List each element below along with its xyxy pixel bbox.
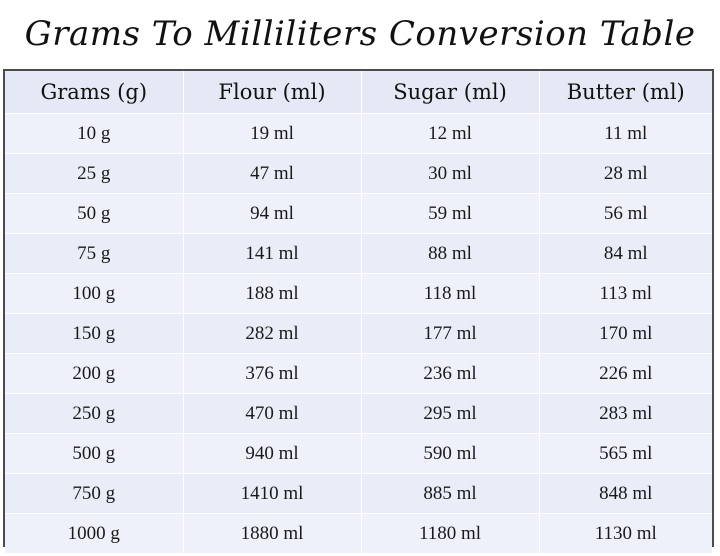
sugar-cell: 295 ml — [361, 393, 540, 434]
butter-cell: 84 ml — [539, 233, 712, 274]
flour-cell: 94 ml — [183, 193, 362, 234]
grams-cell: 50 g — [5, 193, 184, 234]
conversion-table-container: Grams (g) Flour (ml) Sugar (ml) Butter (… — [3, 69, 714, 553]
grams-cell: 150 g — [5, 313, 184, 354]
butter-cell: 1130 ml — [539, 513, 712, 553]
flour-cell: 19 ml — [183, 113, 362, 154]
table-row: 500 g 940 ml 590 ml 565 ml — [5, 433, 712, 474]
sugar-cell: 12 ml — [361, 113, 540, 154]
butter-cell: 848 ml — [539, 473, 712, 514]
grams-cell: 1000 g — [5, 513, 184, 553]
table-row: 750 g 1410 ml 885 ml 848 ml — [5, 473, 712, 514]
flour-cell: 376 ml — [183, 353, 362, 394]
grams-cell: 250 g — [5, 393, 184, 434]
grams-cell: 75 g — [5, 233, 184, 274]
grams-cell: 10 g — [5, 113, 184, 154]
sugar-cell: 590 ml — [361, 433, 540, 474]
sugar-cell: 177 ml — [361, 313, 540, 354]
flour-cell: 1410 ml — [183, 473, 362, 514]
flour-cell: 282 ml — [183, 313, 362, 354]
table-row: 10 g 19 ml 12 ml 11 ml — [5, 113, 712, 154]
flour-cell: 141 ml — [183, 233, 362, 274]
sugar-cell: 236 ml — [361, 353, 540, 394]
grams-cell: 200 g — [5, 353, 184, 394]
flour-cell: 470 ml — [183, 393, 362, 434]
table-row: 250 g 470 ml 295 ml 283 ml — [5, 393, 712, 434]
grams-cell: 100 g — [5, 273, 184, 314]
flour-cell: 940 ml — [183, 433, 362, 474]
flour-cell: 1880 ml — [183, 513, 362, 553]
sugar-cell: 885 ml — [361, 473, 540, 514]
butter-cell: 170 ml — [539, 313, 712, 354]
table-row: 1000 g 1880 ml 1180 ml 1130 ml — [5, 513, 712, 553]
sugar-cell: 59 ml — [361, 193, 540, 234]
header-flour: Flour (ml) — [183, 71, 362, 114]
sugar-cell: 30 ml — [361, 153, 540, 194]
table-row: 75 g 141 ml 88 ml 84 ml — [5, 233, 712, 274]
flour-cell: 188 ml — [183, 273, 362, 314]
conversion-table: Grams (g) Flour (ml) Sugar (ml) Butter (… — [5, 71, 712, 553]
table-header-row: Grams (g) Flour (ml) Sugar (ml) Butter (… — [5, 71, 712, 114]
page-title: Grams To Milliliters Conversion Table — [24, 14, 696, 54]
header-grams: Grams (g) — [5, 71, 184, 114]
grams-cell: 750 g — [5, 473, 184, 514]
butter-cell: 565 ml — [539, 433, 712, 474]
butter-cell: 113 ml — [539, 273, 712, 314]
butter-cell: 226 ml — [539, 353, 712, 394]
flour-cell: 47 ml — [183, 153, 362, 194]
grams-cell: 25 g — [5, 153, 184, 194]
table-row: 25 g 47 ml 30 ml 28 ml — [5, 153, 712, 194]
butter-cell: 11 ml — [539, 113, 712, 154]
grams-cell: 500 g — [5, 433, 184, 474]
table-row: 50 g 94 ml 59 ml 56 ml — [5, 193, 712, 234]
table-row: 150 g 282 ml 177 ml 170 ml — [5, 313, 712, 354]
butter-cell: 56 ml — [539, 193, 712, 234]
sugar-cell: 88 ml — [361, 233, 540, 274]
table-row: 100 g 188 ml 118 ml 113 ml — [5, 273, 712, 314]
header-butter: Butter (ml) — [539, 71, 712, 114]
butter-cell: 28 ml — [539, 153, 712, 194]
butter-cell: 283 ml — [539, 393, 712, 434]
header-sugar: Sugar (ml) — [361, 71, 540, 114]
table-body: 10 g 19 ml 12 ml 11 ml 25 g 47 ml 30 ml 28 ml 50… — [5, 113, 712, 553]
table-row: 200 g 376 ml 236 ml 226 ml — [5, 353, 712, 394]
sugar-cell: 1180 ml — [361, 513, 540, 553]
sugar-cell: 118 ml — [361, 273, 540, 314]
